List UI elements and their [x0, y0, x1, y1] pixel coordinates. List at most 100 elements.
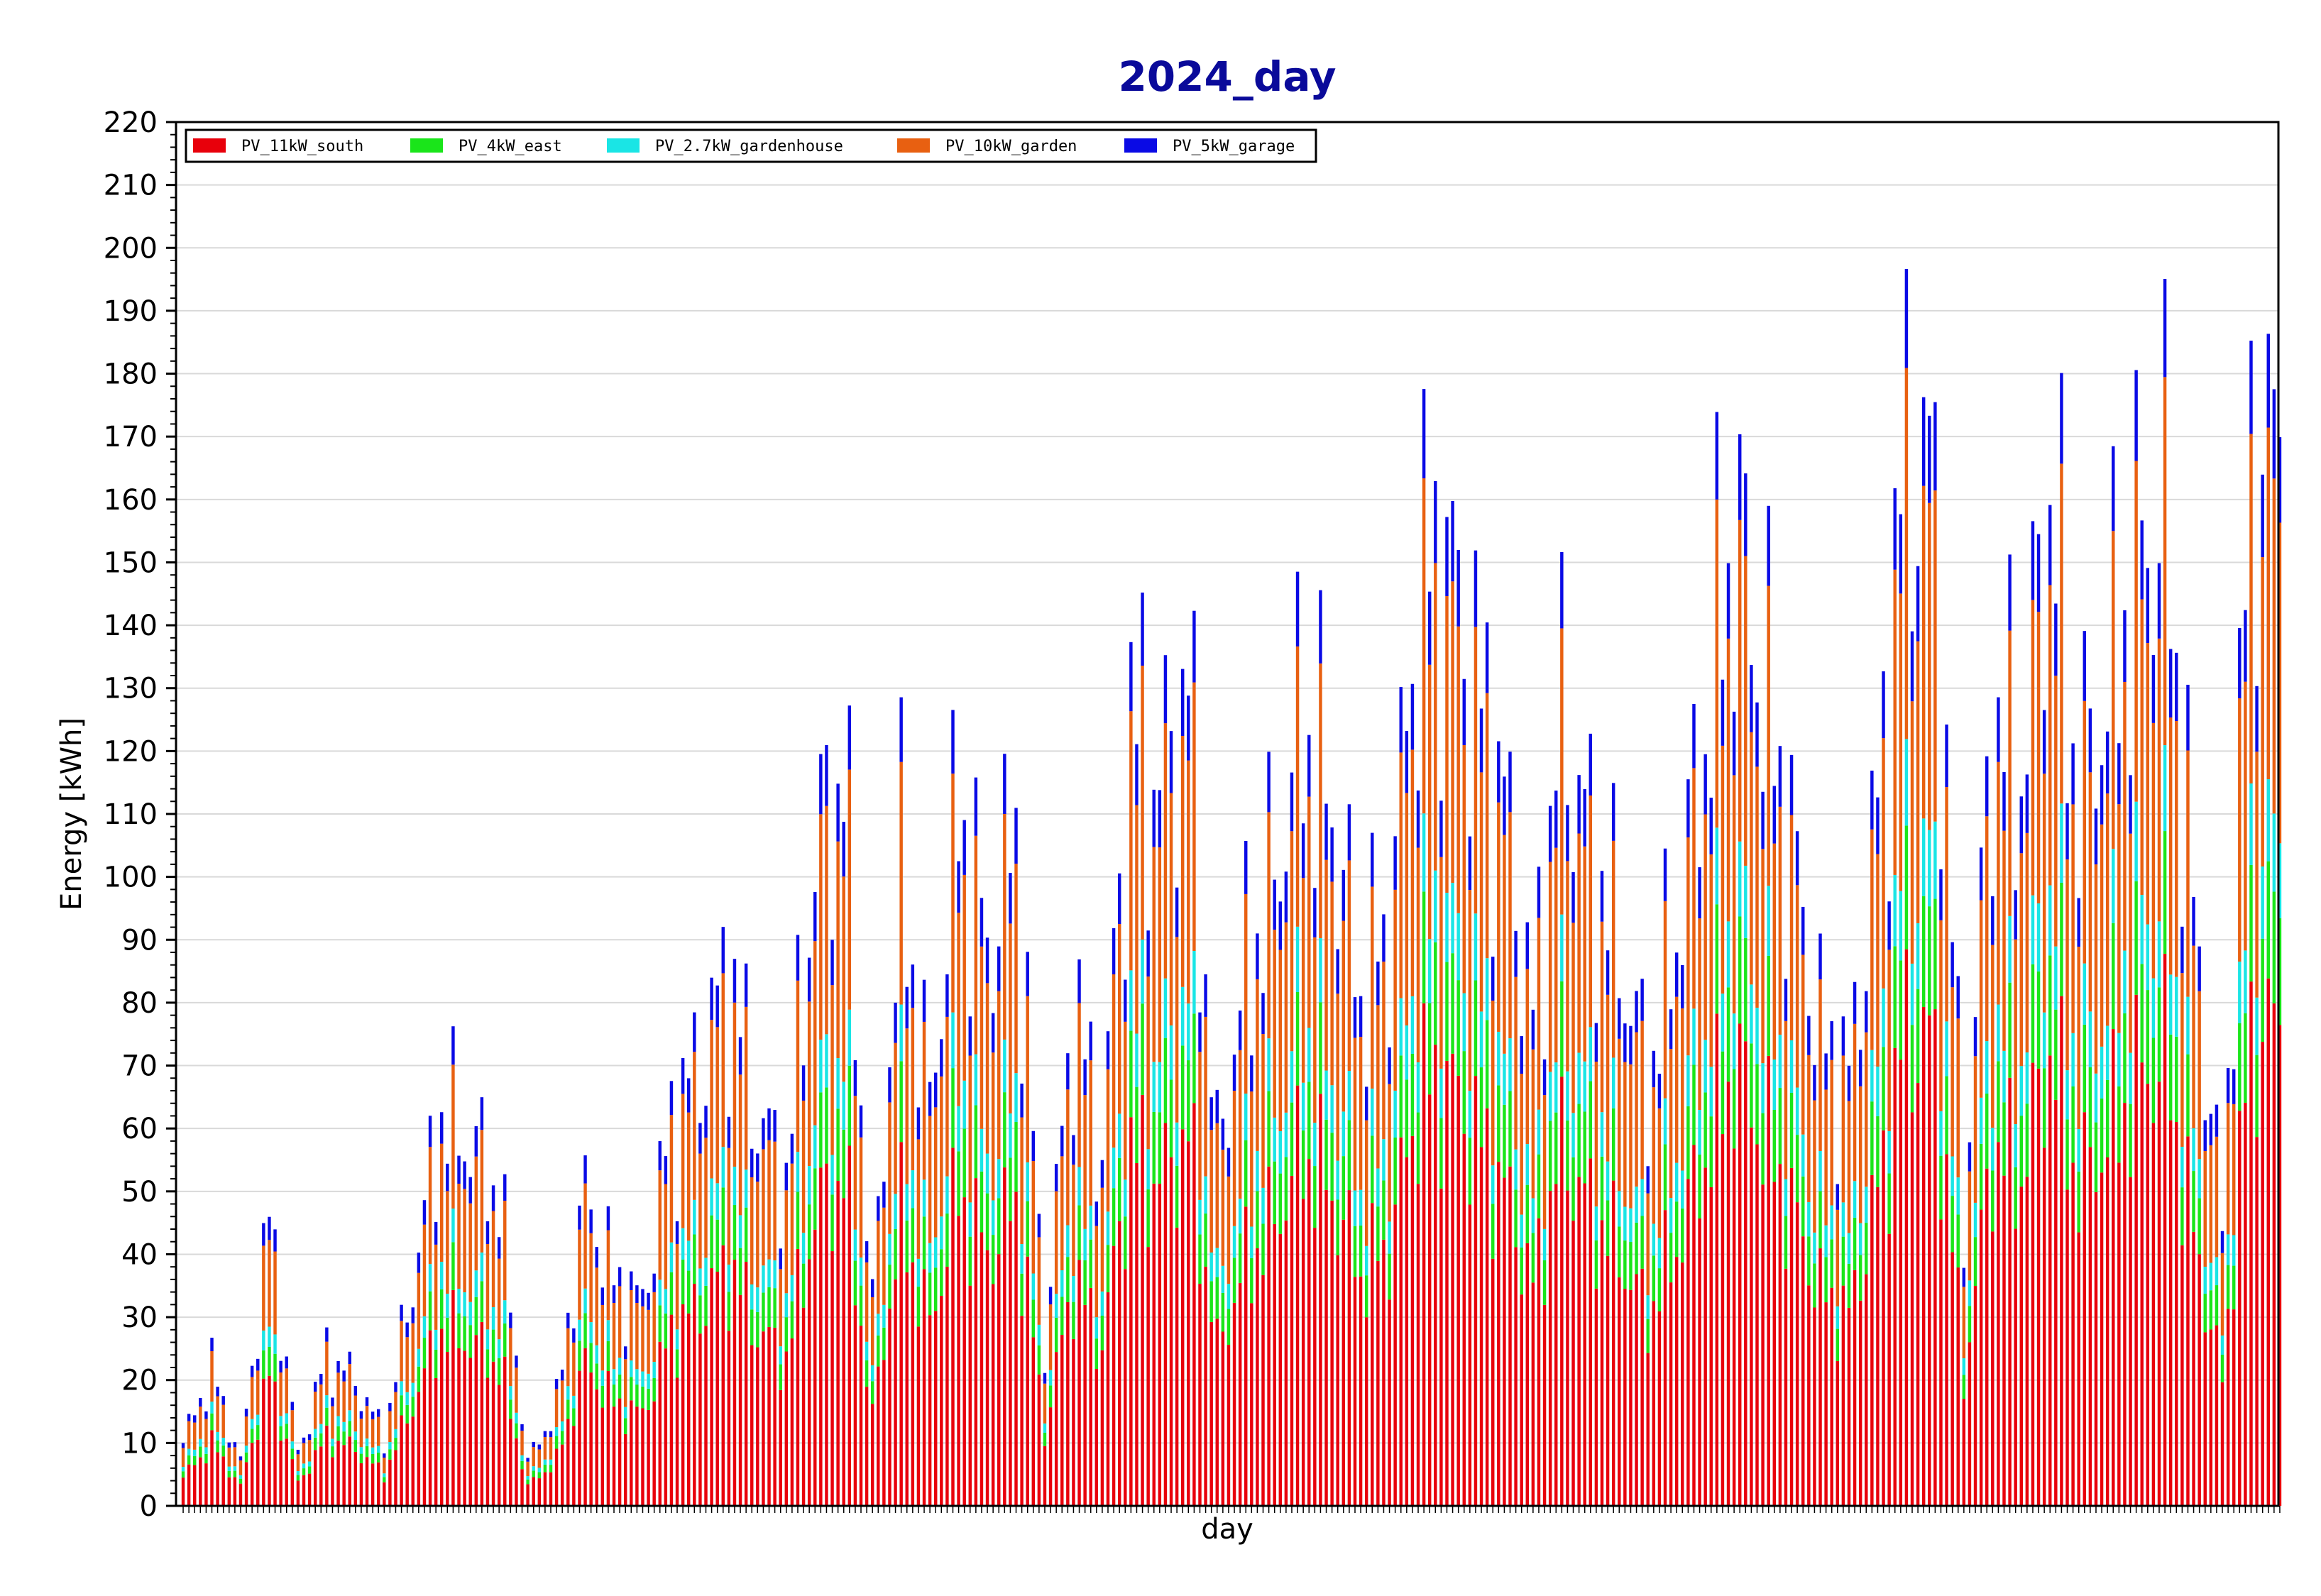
bar-segment [796, 935, 800, 981]
bar-segment [1606, 994, 1610, 1162]
bar-segment [1152, 1183, 1156, 1506]
bar-segment [1163, 1038, 1168, 1123]
bar-segment [1531, 1049, 1535, 1199]
day-bar [985, 937, 989, 1506]
bar-segment [1945, 1076, 1948, 1155]
bar-segment [1945, 1154, 1948, 1506]
bar-segment [1060, 1126, 1064, 1157]
bar-segment [359, 1447, 363, 1454]
bar-segment [2168, 1120, 2173, 1506]
y-tick-label: 130 [104, 673, 158, 705]
bar-segment [422, 1200, 427, 1225]
bar-segment [1876, 1067, 1880, 1116]
bar-segment [290, 1410, 295, 1442]
bar-segment [825, 744, 828, 806]
bar-segment [1858, 1050, 1862, 1086]
bar-segment [1973, 1017, 1977, 1057]
bar-segment [968, 1055, 972, 1203]
bar-segment [1904, 949, 1909, 1506]
bar-segment [1933, 898, 1937, 1010]
bar-segment [1399, 998, 1403, 1056]
bar-segment [1456, 549, 1460, 627]
bar-segment [612, 1369, 616, 1385]
bar-segment [1072, 1165, 1075, 1277]
day-bar [1278, 901, 1283, 1506]
day-bar [307, 1434, 312, 1506]
day-bar [1594, 1023, 1598, 1506]
bar-segment [750, 1148, 754, 1178]
bar-segment [1468, 890, 1472, 1091]
bar-segment [2014, 1167, 2017, 1229]
bar-segment [273, 1353, 277, 1382]
day-bar [1542, 1059, 1547, 1506]
bar-segment [1801, 1236, 1805, 1506]
bar-segment [428, 1330, 432, 1506]
bar-segment [273, 1381, 277, 1506]
bar-segment [1738, 916, 1742, 1024]
day-bar [1979, 847, 1983, 1506]
bar-segment [612, 1285, 616, 1304]
bar-segment [1824, 1302, 1828, 1506]
bar-segment [1520, 1036, 1523, 1074]
bar-segment [1295, 1085, 1300, 1506]
bar-segment [1405, 793, 1409, 1025]
bar-segment [1887, 950, 1891, 1131]
bar-segment [1141, 1094, 1144, 1506]
bar-segment [1858, 1255, 1862, 1301]
bar-segment [980, 898, 984, 947]
bar-segment [342, 1431, 346, 1446]
bar-segment [503, 1323, 507, 1357]
bar-segment [359, 1419, 363, 1448]
bar-segment [727, 1116, 731, 1148]
bar-segment [738, 1248, 742, 1295]
bar-segment [790, 1338, 794, 1506]
bar-segment [1635, 1187, 1638, 1223]
day-bar [457, 1155, 461, 1506]
bar-segment [968, 1285, 972, 1506]
day-bar [2278, 437, 2282, 1506]
bar-segment [1709, 1187, 1713, 1506]
bar-segment [365, 1397, 369, 1407]
bar-segment [974, 1178, 978, 1506]
bar-segment [1112, 1148, 1116, 1189]
day-bar [715, 985, 719, 1506]
bar-segment [405, 1423, 409, 1506]
bar-segment [1427, 664, 1432, 940]
day-bar [1215, 1089, 1219, 1506]
bar-segment [394, 1438, 397, 1451]
bar-segment [463, 1292, 466, 1316]
bar-segment [801, 1233, 806, 1264]
bar-segment [738, 1037, 742, 1075]
bar-segment [1795, 885, 1799, 1088]
bar-segment [1715, 1013, 1719, 1506]
day-bar [618, 1267, 622, 1506]
bar-segment [1485, 693, 1489, 959]
bar-segment [583, 1288, 587, 1314]
day-bar [1479, 708, 1483, 1506]
day-bar [1698, 867, 1701, 1506]
bar-segment [2249, 434, 2253, 784]
day-bar [1950, 942, 1954, 1506]
bar-segment [2008, 982, 2012, 1078]
bar-segment [1784, 1268, 1788, 1506]
bar-segment [503, 1300, 507, 1323]
bar-segment [422, 1338, 427, 1369]
day-bar [905, 986, 909, 1506]
bar-segment [1445, 893, 1449, 962]
bar-segment [1600, 871, 1604, 922]
y-tick-label: 60 [121, 1113, 158, 1145]
bar-segment [1434, 942, 1437, 1045]
bar-segment [2071, 1086, 2075, 1163]
bar-segment [1663, 1144, 1667, 1211]
bar-segment [227, 1470, 231, 1477]
bar-segment [1066, 1089, 1070, 1226]
bar-segment [1973, 1202, 1977, 1238]
bar-segment [2031, 600, 2035, 896]
bar-segment [1836, 1184, 1840, 1210]
bar-segment [1514, 1189, 1518, 1248]
bar-segment [285, 1413, 288, 1424]
bar-segment [342, 1381, 346, 1422]
day-bar [2129, 775, 2132, 1506]
bar-segment [675, 1221, 679, 1244]
bar-segment [853, 1260, 857, 1306]
